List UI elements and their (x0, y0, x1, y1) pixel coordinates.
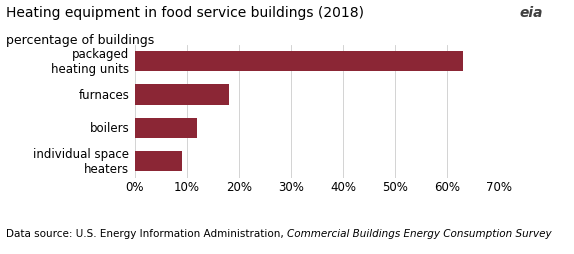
Bar (135, 52, 463, 72)
Text: eia: eia (519, 6, 542, 20)
Text: Data source: U.S. Energy Information Administration,: Data source: U.S. Energy Information Adm… (6, 229, 287, 239)
Text: Commercial Buildings Energy Consumption Survey: Commercial Buildings Energy Consumption … (287, 229, 552, 239)
Bar (135, 85, 228, 105)
Bar (135, 152, 182, 172)
Bar (135, 118, 197, 138)
Text: percentage of buildings: percentage of buildings (6, 34, 154, 47)
Text: Heating equipment in food service buildings (2018): Heating equipment in food service buildi… (6, 6, 364, 20)
